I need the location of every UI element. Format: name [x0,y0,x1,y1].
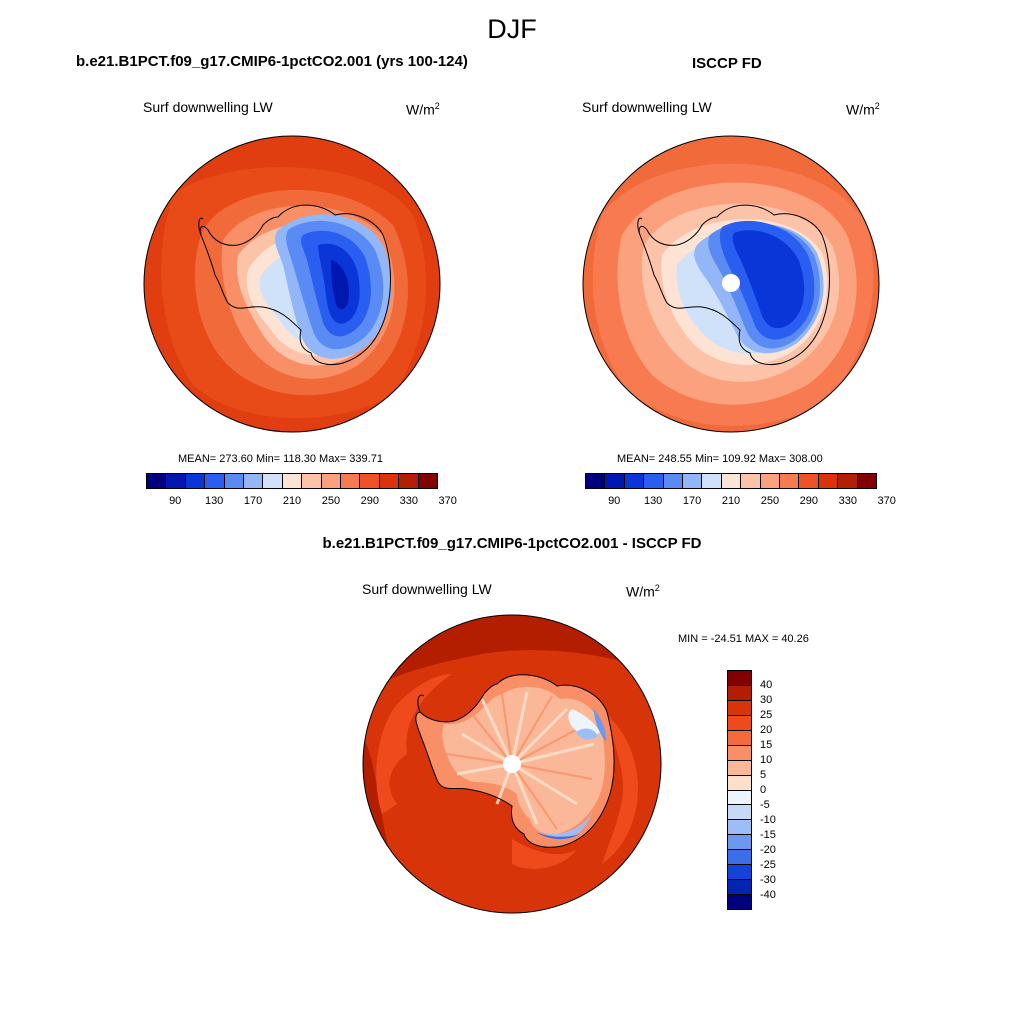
panel3-colorbar-tick-label: 10 [760,754,773,766]
panel1-colorbar-swatch [302,474,322,488]
panel2-colorbar-swatch [857,474,877,488]
panel3-colorbar-tick-label: 0 [760,784,767,796]
panel3-colorbar-swatch [728,760,751,776]
panel2-colorbar-tick-label: 210 [721,495,741,507]
panel3-colorbar-swatch [728,790,751,806]
panel2-colorbar-swatch [721,474,742,488]
panel1-variable-label: Surf downwelling LW [143,99,273,115]
panel2-colorbar-swatch [799,474,819,488]
panel1-colorbar-swatch [185,474,206,488]
panel1-units: W/m2 [406,101,440,118]
figure-title: DJF [487,14,537,44]
panel1-colorbar [146,473,438,489]
panel3-colorbar-swatch [728,671,751,686]
panel2-colorbar-swatch [760,474,781,488]
panel1-colorbar-tick-label: 330 [399,495,418,507]
panel2-colorbar-tick-label: 330 [838,495,857,507]
panel1-colorbar-swatch [147,474,167,488]
panel1-colorbar-tick-label: 130 [204,495,224,507]
panel2-stats: MEAN= 248.55 Min= 109.92 Max= 308.00 [617,453,823,465]
panel3-colorbar-swatch [728,700,751,716]
panel2-colorbar-tick-label: 170 [682,495,702,507]
panel2-colorbar-swatch [586,474,606,488]
panel3-colorbar-tick-label: -5 [760,799,770,811]
panel2-colorbar-swatch [644,474,664,488]
panel2-colorbar-tick-label: 90 [608,495,621,507]
panel3-colorbar-tick-label: -10 [760,814,776,826]
panel1-polar-map [143,135,441,433]
panel3-colorbar-swatch [728,715,751,731]
panel3-colorbar-swatch [728,865,751,881]
panel3-colorbar-swatch [728,805,751,821]
panel3-colorbar-tick-label: 15 [760,739,773,751]
panel1-colorbar-tick-label: 290 [360,495,380,507]
panel1-colorbar-swatch [321,474,342,488]
panel2-colorbar-ticks: 90 130 170 210 250 290 330 370 [585,495,896,509]
panel3-colorbar-tick-label: 25 [760,709,773,721]
panel2-colorbar-tick-label: 250 [760,495,780,507]
panel2-colorbar-swatch [663,474,684,488]
panel3-colorbar-tick-label: 30 [760,694,773,706]
panel3-colorbar-swatch [728,820,751,836]
panel2-colorbar-swatch [683,474,703,488]
panel3-colorbar-tick-label: -25 [760,859,776,871]
panel1-colorbar-swatch [418,474,438,488]
panel1-title: b.e21.B1PCT.f09_g17.CMIP6-1pctCO2.001 (y… [76,53,468,70]
panel3-colorbar-swatch [728,730,751,746]
panel1-colorbar-swatch [205,474,225,488]
panel1-colorbar-ticks: 90 130 170 210 250 290 330 370 [146,495,457,509]
panel1-colorbar-swatch [399,474,419,488]
panel1-colorbar-swatch [341,474,361,488]
panel1-colorbar-swatch [244,474,264,488]
panel3-stats: MIN = -24.51 MAX = 40.26 [678,633,809,645]
panel2-polar-map [582,135,880,433]
panel3-colorbar-swatch [728,850,751,866]
panel3-colorbar-tick-label: 5 [760,769,767,781]
panel3-colorbar-tick-label: 40 [760,679,773,691]
panel1-stats: MEAN= 273.60 Min= 118.30 Max= 339.71 [178,453,383,465]
panel3-colorbar-ticks: 40 30 25 20 15 10 5 0 -5 -10 -15 -20 -25 -30 -40 [760,670,800,910]
panel2-colorbar-swatch [818,474,839,488]
panel3-colorbar-tick-label: -15 [760,829,776,841]
panel1-colorbar-tick-label: 90 [169,495,182,507]
panel3-colorbar-swatch [728,685,751,701]
panel2-variable-label: Surf downwelling LW [582,99,712,115]
panel2-colorbar-tick-label: 130 [643,495,663,507]
panel3-colorbar-tick-label: -20 [760,844,776,856]
panel2-colorbar-swatch [838,474,858,488]
panel2-colorbar-swatch [702,474,722,488]
panel3-colorbar-tick-label: 20 [760,724,773,736]
panel1-colorbar-swatch [282,474,303,488]
panel2-colorbar-swatch [741,474,761,488]
panel3-colorbar-tick-label: -40 [760,889,776,901]
panel3-title: b.e21.B1PCT.f09_g17.CMIP6-1pctCO2.001 - … [322,535,702,552]
panel3-colorbar [727,670,752,910]
panel1-colorbar-swatch [224,474,245,488]
panel1-colorbar-swatch [379,474,400,488]
panel2-colorbar-swatch [780,474,800,488]
panel1-colorbar-tick-label: 210 [282,495,302,507]
panel1-colorbar-tick-label: 370 [438,495,457,507]
panel1-colorbar-swatch [360,474,380,488]
panel3-polar-map [362,614,662,914]
panel2-colorbar-tick-label: 290 [799,495,819,507]
panel1-colorbar-tick-label: 250 [321,495,341,507]
panel2-colorbar-swatch [605,474,625,488]
panel3-colorbar-swatch [728,775,751,791]
panel1-colorbar-swatch [166,474,186,488]
panel1-colorbar-tick-label: 170 [243,495,263,507]
panel3-colorbar-swatch [728,745,751,761]
panel2-colorbar [585,473,877,489]
panel1-colorbar-swatch [263,474,283,488]
panel3-units: W/m2 [626,583,660,600]
panel3-colorbar-tick-label: -30 [760,874,776,886]
panel2-colorbar-swatch [624,474,645,488]
panel3-colorbar-swatch [728,895,751,909]
panel3-colorbar-swatch [728,880,751,896]
panel2-colorbar-tick-label: 370 [877,495,896,507]
panel2-units: W/m2 [846,101,880,118]
panel2-title: ISCCP FD [692,55,762,72]
panel3-variable-label: Surf downwelling LW [362,581,492,597]
panel3-colorbar-swatch [728,835,751,851]
